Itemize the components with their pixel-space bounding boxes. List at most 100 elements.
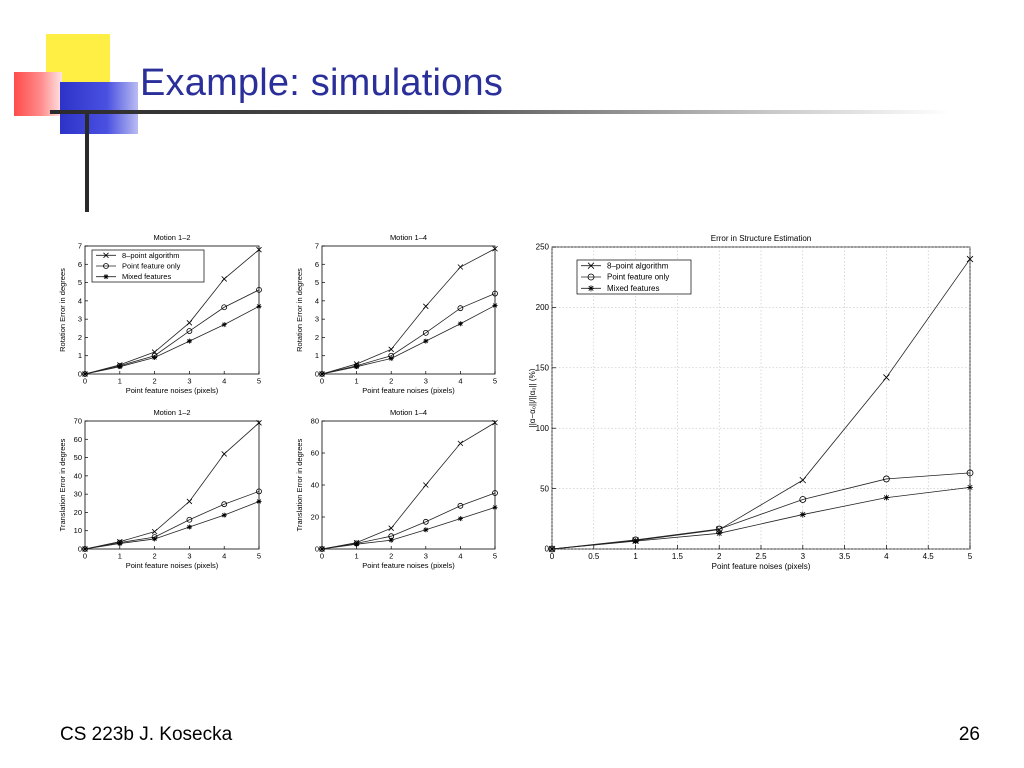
x-tick-label: 1 [118, 552, 122, 561]
y-tick-label: 3 [315, 315, 319, 324]
y-axis-label: ||α−α₀||/||α₀|| (%) [528, 368, 537, 427]
data-point [152, 355, 158, 361]
decor-blue-square [60, 82, 138, 134]
series-line [84, 249, 260, 375]
y-tick-label: 7 [78, 242, 82, 251]
legend-marker [587, 273, 595, 281]
data-point [423, 303, 429, 310]
series-8-point-algorithm [319, 245, 498, 377]
legend-label: Mixed features [607, 284, 659, 293]
data-point [423, 482, 429, 488]
y-tick-label: 60 [74, 435, 82, 444]
series-mixed-features [319, 302, 498, 377]
legend-marker [587, 262, 595, 269]
x-tick-label: 4 [458, 377, 462, 386]
x-tick-label: 0 [83, 377, 87, 386]
x-tick-label: 1 [355, 377, 359, 386]
x-tick-label: 3 [424, 552, 428, 561]
y-tick-label: 250 [536, 243, 550, 252]
y-tick-label: 20 [74, 508, 82, 517]
data-point [799, 511, 806, 518]
title-rule [50, 110, 950, 114]
legend-label: Point feature only [122, 262, 181, 271]
data-point [186, 524, 192, 530]
data-point [151, 528, 158, 535]
data-point [492, 504, 498, 510]
y-tick-label: 6 [315, 260, 319, 269]
x-tick-label: 3 [187, 377, 191, 386]
y-tick-label: 10 [74, 526, 82, 535]
data-point [221, 451, 227, 457]
chart-translation-motion-1-4: Motion 1–4 0 1 2 3 4 5 0 20 40 60 80 Point feature n… [295, 408, 498, 570]
x-tick-label: 0 [550, 552, 555, 561]
x-tick-label: 1 [633, 552, 638, 561]
series-line [321, 248, 496, 375]
x-tick-label: 2 [153, 552, 157, 561]
y-tick-label: 150 [536, 363, 550, 372]
x-axis-label: Point feature noises (pixels) [712, 562, 811, 571]
data-point [221, 512, 227, 518]
series-line [321, 492, 496, 550]
data-point [186, 516, 193, 523]
data-point [388, 346, 394, 353]
series-line [551, 486, 971, 550]
data-point [388, 525, 394, 531]
y-tick-label: 2 [78, 333, 82, 342]
x-tick-label: 2 [389, 377, 393, 386]
x-axis-label: Point feature noises (pixels) [362, 386, 455, 395]
data-point [256, 498, 262, 504]
x-axis-label: Point feature noises (pixels) [126, 386, 219, 395]
x-tick-label: 0.5 [588, 552, 600, 561]
data-point [117, 541, 123, 547]
data-point [423, 338, 429, 344]
data-point [221, 276, 227, 282]
y-tick-label: 80 [311, 417, 319, 426]
data-point [882, 475, 890, 483]
data-point [966, 255, 974, 263]
data-point [492, 490, 498, 496]
chart-title: Error in Structure Estimation [711, 234, 811, 243]
series-line [84, 305, 260, 375]
x-axis-label: Point feature noises (pixels) [126, 561, 219, 570]
x-tick-label: 4 [222, 552, 226, 561]
y-axis-label: Translation Error in degrees [58, 438, 67, 531]
data-point [716, 530, 723, 537]
data-point [82, 546, 88, 552]
data-point [152, 536, 158, 542]
y-tick-label: 1 [315, 351, 319, 360]
chart-title: Motion 1–2 [153, 408, 190, 417]
plot-frame [321, 420, 496, 550]
x-tick-label: 2 [389, 552, 393, 561]
data-point [422, 329, 429, 336]
series-mixed-features [82, 498, 262, 552]
series-line [84, 491, 260, 550]
data-point [422, 518, 429, 525]
x-axis-label: Point feature noises (pixels) [362, 561, 455, 570]
chart-title: Motion 1–2 [153, 233, 190, 242]
data-point [186, 328, 193, 334]
x-tick-label: 1 [355, 552, 359, 561]
x-tick-label: 0 [320, 377, 324, 386]
series-point-feature-only [82, 488, 262, 552]
footer-course: CS 223b J. Kosecka [60, 724, 233, 745]
legend-label: Mixed features [122, 272, 171, 281]
series-line [84, 501, 260, 550]
data-point [492, 245, 498, 252]
y-tick-label: 40 [311, 481, 319, 490]
data-point [256, 488, 262, 495]
data-point [457, 264, 464, 270]
series-line [84, 289, 260, 375]
data-point [492, 419, 498, 426]
chart-title: Motion 1–4 [390, 408, 427, 417]
y-tick-label: 1 [78, 351, 82, 360]
data-point [967, 484, 973, 491]
y-tick-label: 7 [315, 242, 319, 251]
data-point [457, 502, 464, 509]
data-point [256, 420, 262, 426]
y-tick-label: 60 [311, 449, 319, 458]
data-point [457, 440, 464, 447]
decor-red-square [14, 72, 62, 116]
